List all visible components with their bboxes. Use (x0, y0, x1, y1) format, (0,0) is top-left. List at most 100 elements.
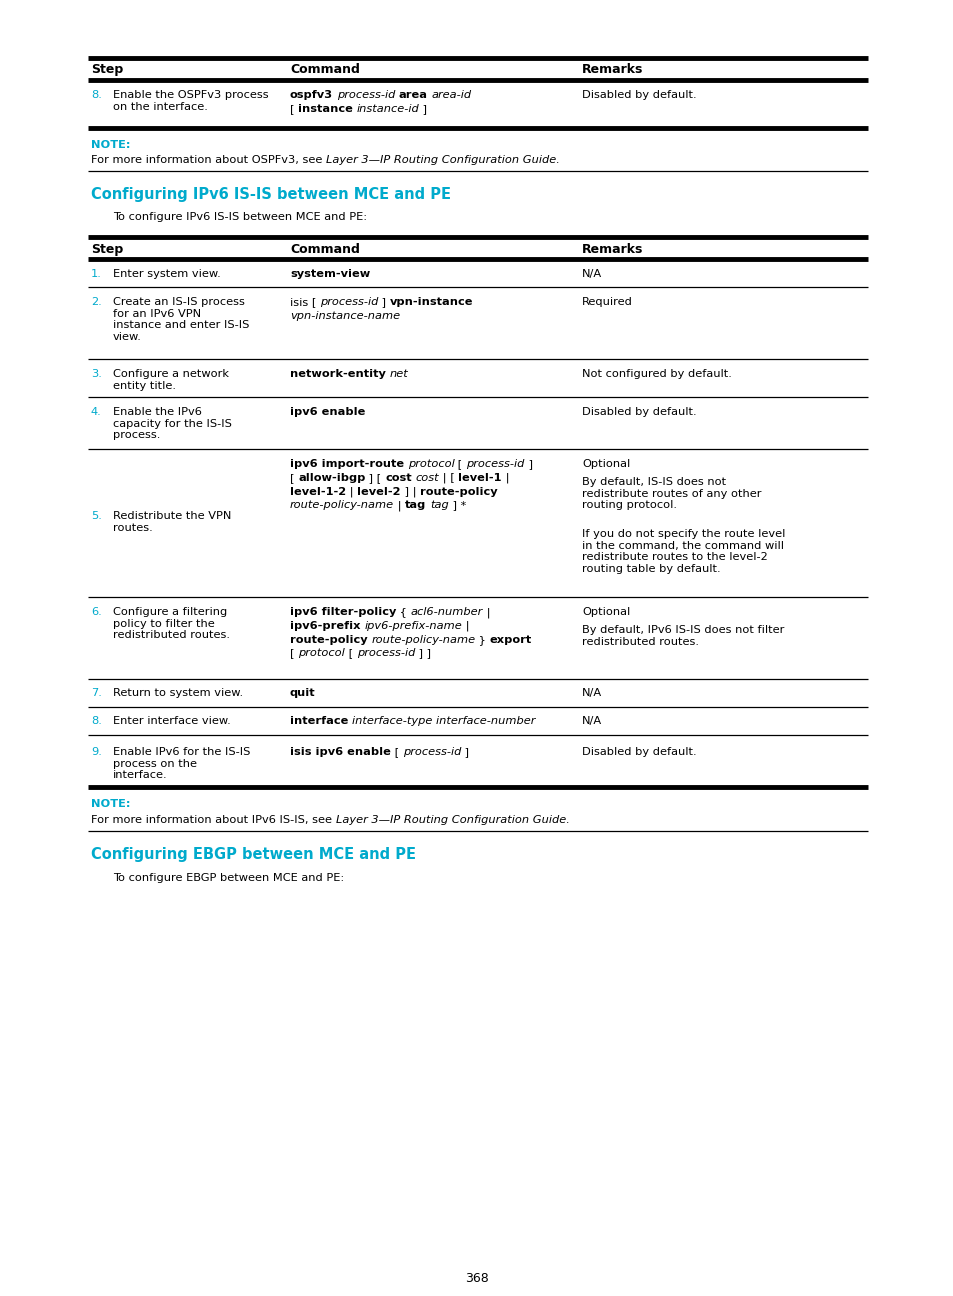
Text: ipv6-prefix: ipv6-prefix (290, 621, 360, 631)
Text: ] ]: ] ] (415, 648, 431, 658)
Text: route-policy: route-policy (290, 635, 367, 644)
Text: NOTE:: NOTE: (91, 800, 131, 809)
Text: isis [: isis [ (290, 297, 319, 307)
Text: process-id: process-id (402, 746, 460, 757)
Text: level-1-2: level-1-2 (290, 486, 346, 496)
Text: instance-id: instance-id (356, 104, 419, 114)
Text: tag: tag (405, 500, 426, 511)
Text: 3.: 3. (91, 369, 102, 378)
Text: 4.: 4. (91, 407, 102, 417)
Text: N/A: N/A (581, 688, 601, 699)
Text: |: | (482, 607, 490, 617)
Text: | [: | [ (438, 473, 458, 483)
Text: ipv6 import-route: ipv6 import-route (290, 459, 404, 469)
Text: 368: 368 (465, 1271, 488, 1286)
Text: 2.: 2. (91, 297, 102, 307)
Text: ]: ] (419, 104, 427, 114)
Text: interface: interface (290, 715, 348, 726)
Text: protocol: protocol (297, 648, 345, 658)
Text: By default, IPv6 IS-IS does not filter
redistributed routes.: By default, IPv6 IS-IS does not filter r… (581, 625, 783, 647)
Text: Disabled by default.: Disabled by default. (581, 89, 696, 100)
Text: Redistribute the VPN
routes.: Redistribute the VPN routes. (112, 511, 232, 533)
Text: ]: ] (524, 459, 532, 469)
Text: Return to system view.: Return to system view. (112, 688, 243, 699)
Text: Disabled by default.: Disabled by default. (581, 746, 696, 757)
Text: level-1: level-1 (458, 473, 501, 483)
Text: Optional: Optional (581, 459, 630, 469)
Text: Layer 3—IP Routing Configuration Guide.: Layer 3—IP Routing Configuration Guide. (335, 815, 569, 826)
Text: interface-type interface-number: interface-type interface-number (352, 715, 535, 726)
Text: }: } (475, 635, 489, 644)
Text: 5.: 5. (91, 511, 102, 521)
Text: Step: Step (91, 244, 123, 257)
Text: |: | (501, 473, 509, 483)
Text: ipv6 filter-policy: ipv6 filter-policy (290, 607, 395, 617)
Text: Configure a network
entity title.: Configure a network entity title. (112, 369, 229, 390)
Text: cost: cost (416, 473, 438, 483)
Text: network-entity: network-entity (290, 369, 385, 378)
Text: process-id: process-id (336, 89, 395, 100)
Text: 6.: 6. (91, 607, 102, 617)
Text: process-id: process-id (356, 648, 415, 658)
Text: allow-ibgp: allow-ibgp (297, 473, 365, 483)
Text: NOTE:: NOTE: (91, 140, 131, 150)
Text: Remarks: Remarks (581, 244, 642, 257)
Text: |: | (461, 621, 469, 631)
Text: ospfv3: ospfv3 (290, 89, 333, 100)
Text: ] |: ] | (400, 486, 419, 498)
Text: Required: Required (581, 297, 632, 307)
Text: level-2: level-2 (357, 486, 400, 496)
Text: [: [ (290, 104, 297, 114)
Text: instance: instance (297, 104, 353, 114)
Text: isis ipv6 enable: isis ipv6 enable (290, 746, 391, 757)
Text: ]: ] (378, 297, 390, 307)
Text: Command: Command (290, 244, 359, 257)
Text: cost: cost (385, 473, 412, 483)
Text: quit: quit (290, 688, 315, 699)
Text: If you do not specify the route level
in the command, the command will
redistrib: If you do not specify the route level in… (581, 529, 784, 574)
Text: Not configured by default.: Not configured by default. (581, 369, 731, 378)
Text: area-id: area-id (431, 89, 471, 100)
Text: net: net (389, 369, 408, 378)
Text: Enable the IPv6
capacity for the IS-IS
process.: Enable the IPv6 capacity for the IS-IS p… (112, 407, 232, 441)
Text: vpn-instance-name: vpn-instance-name (290, 311, 399, 321)
Text: Enable the OSPFv3 process
on the interface.: Enable the OSPFv3 process on the interfa… (112, 89, 269, 111)
Text: ]: ] (460, 746, 469, 757)
Text: Configuring EBGP between MCE and PE: Configuring EBGP between MCE and PE (91, 848, 416, 862)
Text: [: [ (290, 473, 297, 483)
Text: 8.: 8. (91, 89, 102, 100)
Text: ipv6 enable: ipv6 enable (290, 407, 365, 417)
Text: Step: Step (91, 64, 123, 76)
Text: ipv6-prefix-name: ipv6-prefix-name (364, 621, 461, 631)
Text: By default, IS-IS does not
redistribute routes of any other
routing protocol.: By default, IS-IS does not redistribute … (581, 477, 760, 511)
Text: process-id: process-id (319, 297, 378, 307)
Text: export: export (489, 635, 532, 644)
Text: Remarks: Remarks (581, 64, 642, 76)
Text: [: [ (345, 648, 356, 658)
Text: {: { (395, 607, 411, 617)
Text: N/A: N/A (581, 715, 601, 726)
Text: process-id: process-id (466, 459, 524, 469)
Text: Create an IS-IS process
for an IPv6 VPN
instance and enter IS-IS
view.: Create an IS-IS process for an IPv6 VPN … (112, 297, 249, 342)
Text: For more information about IPv6 IS-IS, see: For more information about IPv6 IS-IS, s… (91, 815, 335, 826)
Text: Configure a filtering
policy to filter the
redistributed routes.: Configure a filtering policy to filter t… (112, 607, 230, 640)
Text: tag: tag (430, 500, 449, 511)
Text: 7.: 7. (91, 688, 102, 699)
Text: ] [: ] [ (365, 473, 385, 483)
Text: protocol: protocol (407, 459, 454, 469)
Text: For more information about OSPFv3, see: For more information about OSPFv3, see (91, 156, 326, 165)
Text: Command: Command (290, 64, 359, 76)
Text: vpn-instance: vpn-instance (390, 297, 473, 307)
Text: |: | (346, 486, 357, 498)
Text: Layer 3—IP Routing Configuration Guide.: Layer 3—IP Routing Configuration Guide. (326, 156, 559, 165)
Text: ] *: ] * (449, 500, 466, 511)
Text: [: [ (391, 746, 402, 757)
Text: route-policy-name: route-policy-name (371, 635, 475, 644)
Text: area: area (398, 89, 427, 100)
Text: route-policy-name: route-policy-name (290, 500, 394, 511)
Text: N/A: N/A (581, 270, 601, 279)
Text: Configuring IPv6 IS-IS between MCE and PE: Configuring IPv6 IS-IS between MCE and P… (91, 187, 451, 202)
Text: [: [ (454, 459, 466, 469)
Text: |: | (394, 500, 405, 511)
Text: Disabled by default.: Disabled by default. (581, 407, 696, 417)
